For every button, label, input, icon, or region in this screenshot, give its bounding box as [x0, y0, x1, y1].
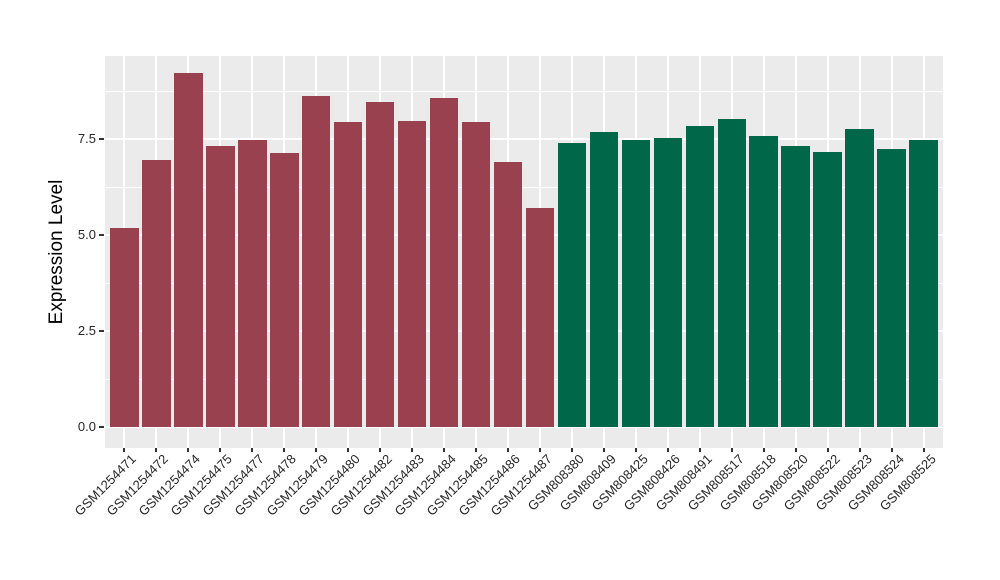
- y-gridline-major: [105, 234, 943, 236]
- bar-GSM1254478: [269, 153, 299, 427]
- bar-GSM1254482: [365, 101, 395, 427]
- x-axis-tick: [538, 448, 541, 452]
- x-axis-tick: [155, 448, 158, 452]
- x-axis-tick: [602, 448, 605, 452]
- y-axis-tick: [99, 138, 104, 140]
- plot-panel: [105, 56, 943, 448]
- x-axis-tick: [794, 448, 797, 452]
- x-axis-tick: [251, 448, 254, 452]
- y-axis-tick: [99, 234, 104, 236]
- x-axis-tick: [475, 448, 478, 452]
- x-axis-tick: [666, 448, 669, 452]
- bar-GSM808491: [685, 126, 715, 427]
- y-axis-tick: [99, 330, 104, 332]
- y-gridline-major: [105, 426, 943, 428]
- x-axis-tick: [219, 448, 222, 452]
- bar-GSM1254484: [429, 97, 459, 427]
- bar-GSM1254487: [525, 207, 555, 427]
- bar-GSM1254474: [173, 73, 203, 427]
- x-axis-tick: [347, 448, 350, 452]
- y-gridline-minor: [105, 186, 943, 188]
- y-tick-label: 5.0: [77, 227, 96, 242]
- x-axis-tick: [730, 448, 733, 452]
- x-axis-tick: [858, 448, 861, 452]
- x-axis-tick: [922, 448, 925, 452]
- y-gridline-major: [105, 138, 943, 140]
- bar-GSM808520: [781, 146, 811, 427]
- x-axis-tick: [698, 448, 701, 452]
- y-axis-title: Expression Level: [46, 179, 67, 325]
- y-tick-label: 2.5: [77, 323, 96, 338]
- x-axis-tick: [762, 448, 765, 452]
- bar-GSM808409: [589, 132, 619, 427]
- bar-GSM1254485: [461, 122, 491, 427]
- x-axis-tick: [379, 448, 382, 452]
- x-axis-tick: [187, 448, 190, 452]
- y-tick-label: 7.5: [77, 131, 96, 146]
- x-axis-tick: [283, 448, 286, 452]
- bar-GSM808525: [909, 140, 939, 427]
- y-gridline-minor: [105, 90, 943, 92]
- y-gridline-major: [105, 330, 943, 332]
- x-axis-tick: [443, 448, 446, 452]
- bar-GSM1254483: [397, 120, 427, 427]
- x-axis-tick: [411, 448, 414, 452]
- y-gridline-minor: [105, 282, 943, 284]
- bar-GSM808524: [877, 148, 907, 427]
- x-axis-tick: [890, 448, 893, 452]
- bar-GSM808518: [749, 135, 779, 427]
- bar-GSM1254480: [333, 122, 363, 427]
- bar-GSM808425: [621, 140, 651, 427]
- bar-GSM808380: [557, 142, 587, 427]
- bar-GSM808522: [813, 152, 843, 427]
- bar-GSM808523: [845, 129, 875, 427]
- y-axis-tick: [99, 426, 104, 428]
- bar-GSM808426: [653, 138, 683, 427]
- y-tick-label: 0.0: [77, 419, 96, 434]
- bar-GSM1254477: [237, 140, 267, 427]
- y-gridline-minor: [105, 378, 943, 380]
- bar-GSM1254471: [109, 228, 139, 427]
- x-axis-tick: [634, 448, 637, 452]
- bar-GSM1254475: [205, 145, 235, 427]
- bar-GSM1254472: [141, 160, 171, 427]
- bar-GSM1254486: [493, 161, 523, 427]
- bar-GSM808517: [717, 119, 747, 427]
- x-axis-tick: [826, 448, 829, 452]
- x-axis-tick: [123, 448, 126, 452]
- x-axis-tick: [315, 448, 318, 452]
- bar-GSM1254479: [301, 95, 331, 427]
- x-axis-tick: [570, 448, 573, 452]
- x-axis-tick: [507, 448, 509, 452]
